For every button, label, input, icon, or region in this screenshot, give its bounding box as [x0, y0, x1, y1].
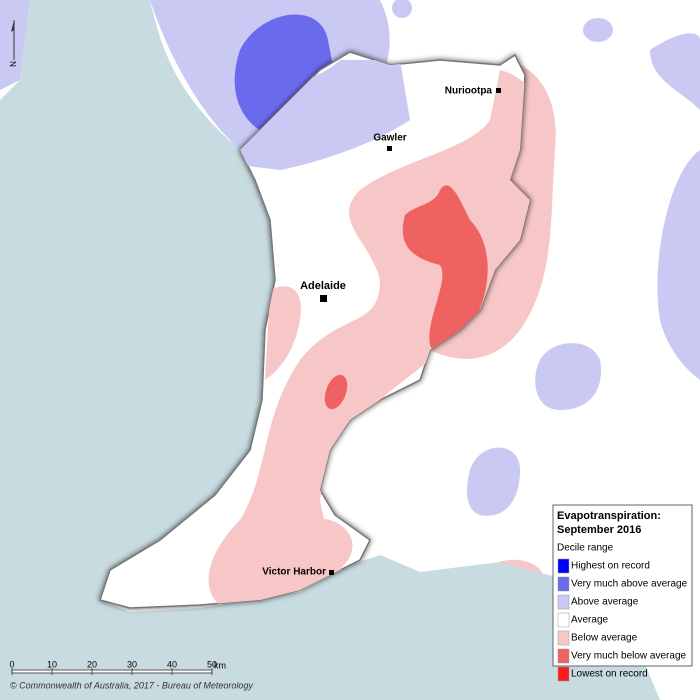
legend-label: Very much above average	[571, 579, 688, 590]
scale-label: 40	[167, 659, 177, 669]
scale-unit: km	[214, 660, 226, 670]
town-label: Adelaide	[300, 280, 346, 292]
study-region	[99, 51, 531, 609]
scale-label: 30	[127, 659, 137, 669]
legend-label: Average	[571, 615, 609, 626]
copyright: © Commonwealth of Australia, 2017 - Bure…	[10, 680, 253, 690]
north-head	[11, 20, 14, 32]
legend-title: September 2016	[557, 524, 641, 536]
scale-label: 20	[87, 659, 97, 669]
legend-swatch	[557, 630, 570, 646]
legend-label: Very much below average	[571, 651, 687, 662]
towns: Nuriootpa Gawler Adelaide Victor Harbor	[262, 86, 501, 578]
town-label: Victor Harbor	[262, 567, 326, 578]
legend-swatch	[557, 612, 570, 628]
scale-label: 0	[9, 659, 14, 669]
town-marker	[320, 295, 327, 302]
town-label: Gawler	[373, 133, 406, 144]
sea	[0, 0, 660, 700]
town-marker	[329, 570, 334, 575]
town-marker	[387, 146, 392, 151]
legend-box	[552, 504, 693, 667]
legend-label: Lowest on record	[571, 669, 648, 680]
town-marker	[496, 88, 501, 93]
legend-label: Below average	[571, 633, 638, 644]
scale-label: 10	[47, 659, 57, 669]
legend-subtitle: Decile range	[557, 543, 614, 554]
scale-bar: km 0 10 20 30 40 50	[9, 659, 226, 675]
scale-bar-body	[11, 669, 213, 674]
town-label: Nuriootpa	[445, 86, 493, 97]
legend-title: Evapotranspiration:	[557, 510, 661, 522]
legend-swatch	[557, 558, 570, 574]
legend-label: Highest on record	[571, 561, 650, 572]
north-arrow: N	[9, 20, 18, 67]
legend-swatch	[557, 648, 570, 664]
legend-swatch	[557, 594, 570, 610]
legend-label: Above average	[571, 597, 639, 608]
legend-swatch	[557, 666, 570, 682]
north-label: N	[9, 61, 18, 67]
legend-swatch	[557, 576, 570, 592]
legend: Evapotranspiration: September 2016 Decil…	[552, 504, 693, 682]
scale-label: 50	[207, 659, 217, 669]
